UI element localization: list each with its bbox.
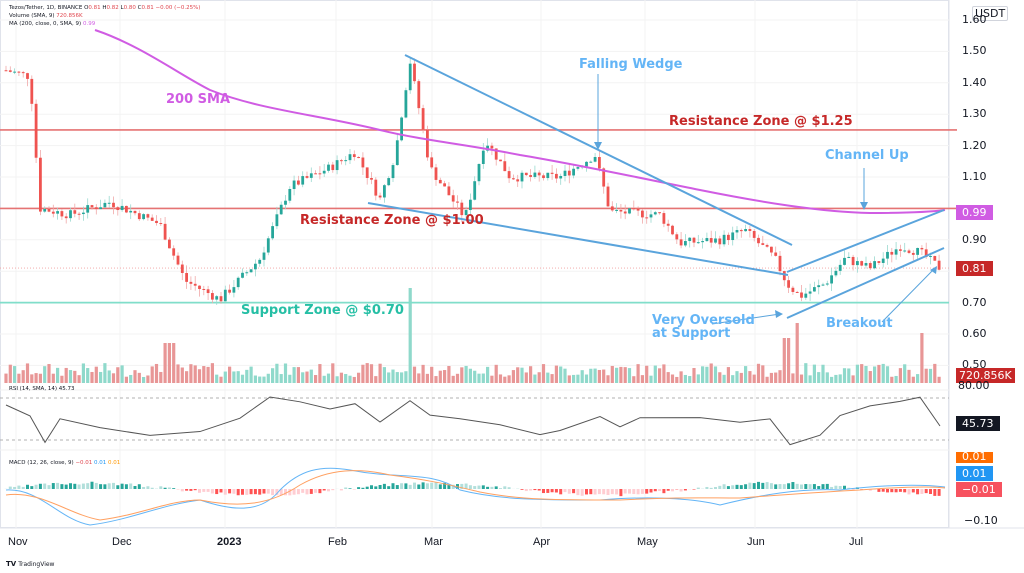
- open-label: O: [84, 5, 89, 11]
- symbol-legend[interactable]: Tezos/Tether, 1D, BINANCE O0.81 H0.82 L0…: [9, 5, 200, 12]
- annotation-channel-up[interactable]: Channel Up: [825, 148, 909, 163]
- ma-value: 0.99: [82, 21, 96, 27]
- rsi-value-tag: 45.73: [956, 416, 1000, 431]
- time-tick-may: May: [637, 536, 658, 548]
- macd-line-tag: 0.01: [956, 466, 993, 481]
- trendlines[interactable]: [367, 54, 945, 325]
- price-tick: 1.60: [962, 13, 987, 26]
- macd-hist-tag: −0.01: [956, 482, 1002, 497]
- annotation-200-sma[interactable]: 200 SMA: [166, 92, 231, 107]
- annotation-breakout[interactable]: Breakout: [826, 316, 893, 331]
- volume-tag: 720.856K: [956, 368, 1015, 383]
- volume-legend[interactable]: Volume (SMA, 9) 720.856K: [9, 13, 83, 20]
- price-tick: 1.20: [962, 138, 987, 152]
- tradingview-logo-icon: TV: [6, 560, 17, 568]
- time-tick-nov: Nov: [8, 536, 28, 548]
- tradingview-logo[interactable]: TV TradingView: [6, 560, 54, 568]
- volume-bars: [4, 288, 941, 383]
- macd-signal-value: 0.01: [108, 460, 121, 466]
- price-tick: 0.90: [962, 232, 987, 246]
- tradingview-brand: TradingView: [18, 561, 55, 568]
- price-tick: 0.60: [962, 327, 987, 340]
- close-label: C: [137, 5, 142, 11]
- volume-label: Volume (SMA, 9): [9, 13, 55, 19]
- low-label: L: [120, 5, 124, 11]
- rsi-value: 45.73: [58, 386, 75, 392]
- open-value: 0.81: [88, 5, 101, 11]
- macd-hist-value: −0.01: [75, 460, 93, 466]
- macd-axis-tick: −0.10: [964, 514, 998, 527]
- annotation-resistance-100[interactable]: Resistance Zone @ $1.00: [300, 213, 484, 228]
- time-tick-apr: Apr: [533, 536, 551, 548]
- high-label: H: [102, 5, 107, 11]
- high-value: 0.82: [106, 5, 119, 11]
- ma-legend[interactable]: MA (200, close, 0, SMA, 9) 0.99: [9, 21, 95, 28]
- last-price-tag: 0.81: [956, 261, 993, 276]
- price-tick: 1.50: [962, 44, 987, 58]
- volume-value: 720.856K: [56, 13, 83, 19]
- close-value: 0.81: [141, 5, 154, 11]
- time-tick-jul: Jul: [849, 536, 864, 548]
- annotation-support-070[interactable]: Support Zone @ $0.70: [241, 303, 404, 318]
- time-tick-dec: Dec: [112, 536, 132, 548]
- rsi-axis-tick-80: 80.00: [958, 379, 990, 392]
- price-tick: 0.70: [962, 295, 987, 309]
- rsi-line: [5, 396, 941, 446]
- annotation-resistance-125[interactable]: Resistance Zone @ $1.25: [669, 114, 853, 129]
- currency-button[interactable]: USDT: [972, 6, 1009, 21]
- time-tick-mar: Mar: [424, 536, 443, 548]
- low-value: 0.80: [123, 5, 136, 11]
- macd-indicator: [4, 467, 946, 526]
- symbol-name: Tezos/Tether, 1D, BINANCE: [9, 5, 83, 11]
- price-tick: 1.40: [962, 75, 987, 89]
- macd-line-value: 0.01: [94, 460, 107, 466]
- annotation-falling-wedge[interactable]: Falling Wedge: [579, 57, 683, 72]
- time-tick-2023: 2023: [217, 536, 242, 548]
- rsi-legend[interactable]: RSI (14, SMA, 14) 45.73: [9, 386, 74, 393]
- price-tick: 1.30: [962, 107, 987, 121]
- macd-legend[interactable]: MACD (12, 26, close, 9) −0.01 0.01 0.01: [9, 460, 120, 467]
- ma200-price-tag: 0.99: [956, 205, 993, 220]
- macd-signal-tag: 0.01: [956, 452, 993, 463]
- rsi-label: RSI (14, SMA, 14): [9, 386, 57, 392]
- time-tick-jun: Jun: [747, 536, 765, 548]
- macd-label: MACD (12, 26, close, 9): [9, 460, 74, 466]
- ma-label: MA (200, close, 0, SMA, 9): [9, 21, 82, 27]
- annotation-very-oversold[interactable]: Very Oversold: [652, 313, 755, 328]
- time-tick-feb: Feb: [328, 536, 347, 548]
- candlesticks: [4, 57, 941, 305]
- price-tick: 1.10: [962, 170, 987, 183]
- annotation-at-support[interactable]: at Support: [652, 326, 731, 341]
- horizontal-levels: [0, 129, 957, 441]
- change-value: −0.00 (−0.25%): [155, 5, 201, 11]
- sma200-line: [94, 29, 946, 215]
